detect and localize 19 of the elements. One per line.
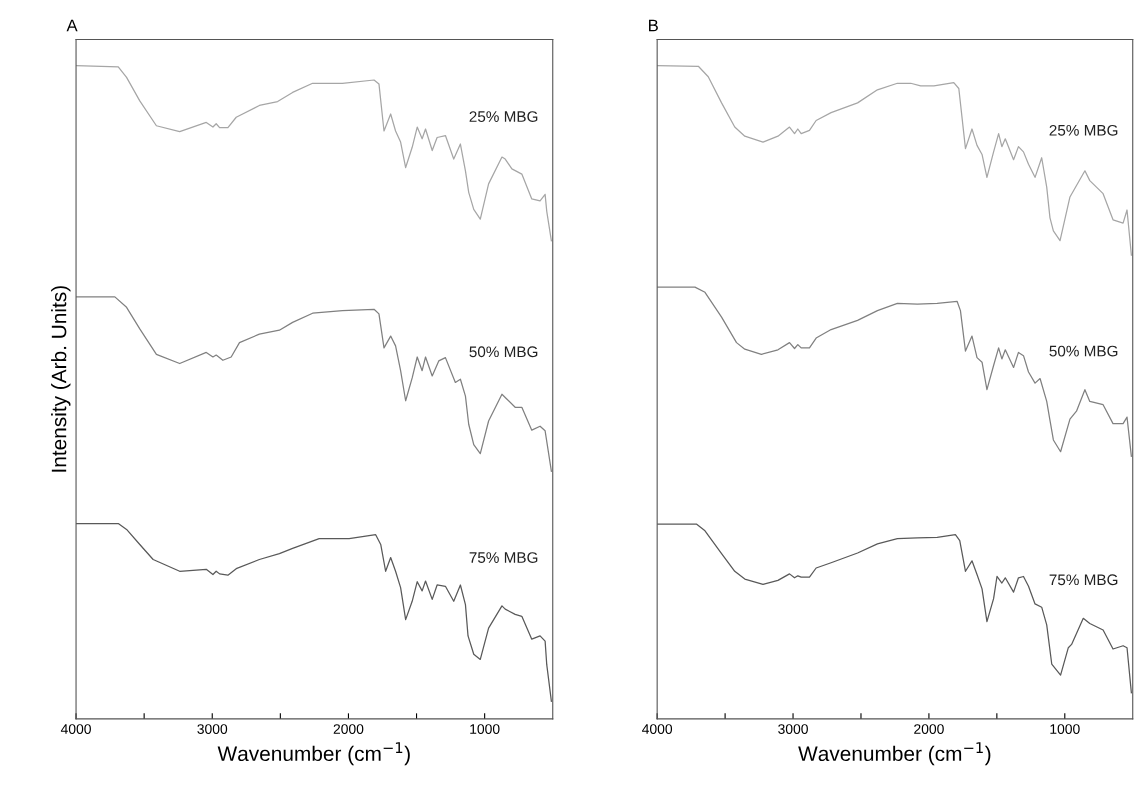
y-axis-title: Intensity (Arb. Units) [51, 286, 71, 472]
x-tick-label: 1000 [1050, 724, 1080, 734]
x-tick-label: 2000 [333, 724, 364, 734]
series-label: 75% MBG [1049, 574, 1118, 586]
chart-title: B [649, 19, 658, 32]
x-axis-title: Wavenumber (cm$^{−1}$) [798, 742, 991, 766]
x-tick-label: 4000 [642, 724, 673, 734]
series-label: 25% MBG [469, 111, 538, 122]
series-label: 75% MBG [469, 552, 538, 563]
x-tick-label: 4000 [60, 724, 91, 734]
x-axis-title: Wavenumber (cm$^{−1}$) [217, 742, 410, 766]
x-tick-label: 3000 [778, 724, 808, 734]
x-tick-label: 1000 [470, 724, 500, 734]
series-label: 25% MBG [1049, 124, 1118, 136]
x-tick-label: 3000 [197, 724, 228, 734]
series-label: 50% MBG [1049, 345, 1118, 357]
x-tick-label: 2000 [914, 724, 944, 734]
series-label: 50% MBG [469, 346, 538, 358]
chart-title: A [66, 19, 78, 32]
